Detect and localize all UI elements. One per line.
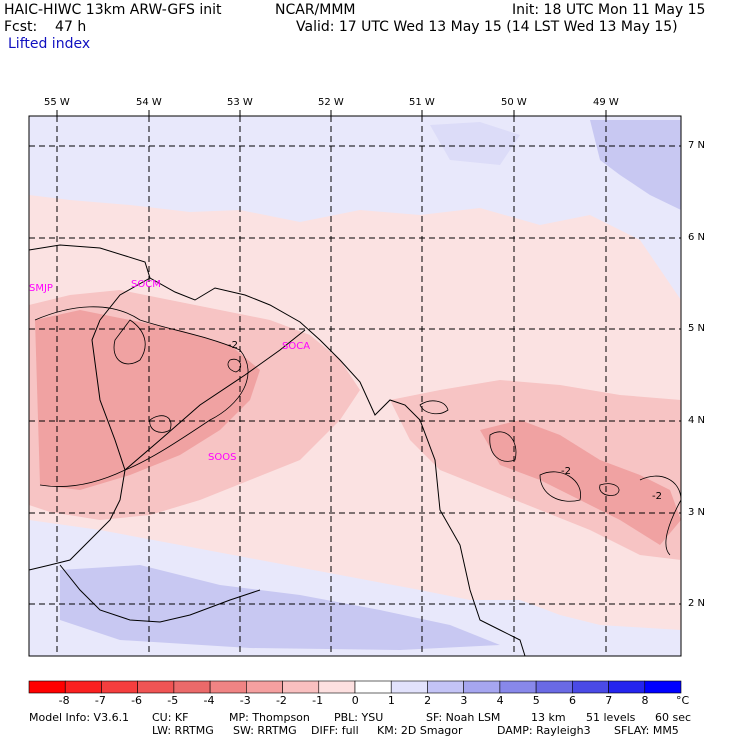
- north-blue-region: [29, 116, 681, 300]
- colorbar-box: [535, 680, 573, 694]
- model-info-mp: MP: Thompson: [229, 711, 310, 724]
- init-time: Init: 18 UTC Mon 11 May 15: [512, 2, 706, 18]
- center-label: NCAR/MMM: [275, 2, 356, 18]
- colorbar-box: [463, 680, 501, 694]
- colorbar-box: [282, 680, 320, 694]
- station-smjp: SMJP: [29, 283, 53, 294]
- colorbar-unit: °C: [676, 694, 690, 707]
- colorbar-tick-label: -4: [203, 694, 215, 707]
- colorbar-box: [64, 680, 102, 694]
- model-info-diff: DIFF: full: [311, 724, 359, 737]
- lon-label-52w: 52 W: [318, 97, 344, 108]
- model-info-res: 13 km: [531, 711, 566, 724]
- lon-label-55w: 55 W: [44, 97, 70, 108]
- model-info-timestep: 60 sec: [655, 711, 692, 724]
- axis-ticks: [56, 110, 607, 116]
- colorbar-box: [644, 680, 682, 694]
- colorbar-tick-label: 4: [496, 694, 504, 707]
- model-info-cu: CU: KF: [152, 711, 189, 724]
- valid-time: Valid: 17 UTC Wed 13 May 15 (14 LST Wed …: [296, 19, 678, 35]
- field-name: Lifted index: [8, 36, 91, 52]
- colorbar-box: [608, 680, 646, 694]
- station-socm: SOCM: [131, 279, 161, 290]
- colorbar-tick-label: -3: [239, 694, 251, 707]
- lat-label-7n: 7 N: [688, 140, 706, 151]
- colorbar-tick-label: -6: [131, 694, 143, 707]
- coastline: [28, 244, 526, 657]
- colorbar-tick-label: 6: [569, 694, 577, 707]
- south-blue-patch: [60, 565, 500, 650]
- colorbar-tick-label: -5: [167, 694, 179, 707]
- contour-label: -2: [652, 491, 662, 502]
- model-info-damp: DAMP: Rayleigh3: [497, 724, 591, 737]
- lon-label-50w: 50 W: [501, 97, 527, 108]
- lon-label-49w: 49 W: [593, 97, 619, 108]
- lat-label-6n: 6 N: [688, 232, 706, 243]
- colorbar-tick-label: 2: [424, 694, 432, 707]
- model-info-sw: SW: RRTMG: [233, 724, 297, 737]
- colorbar-box: [137, 680, 175, 694]
- lat-label-5n: 5 N: [688, 323, 706, 334]
- colorbar-box: [318, 680, 356, 694]
- colorbar-tick-label: -2: [275, 694, 287, 707]
- colorbar-tick-label: -7: [94, 694, 106, 707]
- colorbar-tick-label: 8: [641, 694, 649, 707]
- colorbar-box: [390, 680, 428, 694]
- east-red-core: [480, 420, 681, 545]
- colorbar-box: [209, 680, 247, 694]
- lat-label-3n: 3 N: [688, 507, 706, 518]
- model-info-lw: LW: RRTMG: [152, 724, 214, 737]
- lon-label-53w: 53 W: [227, 97, 253, 108]
- colorbar-tick-label: 7: [605, 694, 613, 707]
- model-info-version: Model Info: V3.6.1: [29, 711, 130, 724]
- model-info-sf: SF: Noah LSM: [426, 711, 501, 724]
- lon-label-51w: 51 W: [409, 97, 435, 108]
- contour-label: -2: [228, 340, 238, 351]
- colorbar-tick-label: 0: [351, 694, 359, 707]
- colorbar-box: [354, 680, 392, 694]
- northeast-blue-patch: [590, 120, 681, 210]
- contours: [34, 306, 682, 556]
- colorbar-box: [246, 680, 283, 694]
- map-frame: [28, 115, 682, 657]
- station-soos: SOOS: [208, 452, 237, 463]
- model-info-levels: 51 levels: [586, 711, 636, 724]
- colorbar-tick-label: 5: [532, 694, 540, 707]
- colorbar-tick-label: -8: [58, 694, 70, 707]
- colorbar-tick-label: -1: [312, 694, 324, 707]
- lat-label-2n: 2 N: [688, 598, 706, 609]
- lat-lon-grid: [29, 116, 681, 656]
- model-info-km: KM: 2D Smagor: [377, 724, 463, 737]
- colorbar-tick-label: 3: [460, 694, 468, 707]
- north-blue-patch-2: [430, 122, 520, 165]
- station-soca: SOCA: [282, 341, 311, 352]
- colorbar-box: [101, 680, 138, 694]
- field-shading: [29, 116, 681, 656]
- forecast-hour: Fcst: 47 h: [4, 19, 87, 35]
- colorbar-box: [499, 680, 537, 694]
- colorbar-box: [173, 680, 211, 694]
- colorbar-boxes: [28, 680, 682, 694]
- lat-label-4n: 4 N: [688, 415, 706, 426]
- colorbar-box: [572, 680, 609, 694]
- model-info-pbl: PBL: YSU: [334, 711, 384, 724]
- land-red-core: [35, 310, 260, 490]
- model-title: HAIC-HIWC 13km ARW-GFS init: [4, 2, 222, 18]
- contour-label: -2: [561, 466, 571, 477]
- colorbar-tick-label: 1: [387, 694, 395, 707]
- colorbar-box: [28, 680, 66, 694]
- model-info-sflay: SFLAY: MM5: [614, 724, 679, 737]
- colorbar-box: [427, 680, 464, 694]
- lon-label-54w: 54 W: [136, 97, 162, 108]
